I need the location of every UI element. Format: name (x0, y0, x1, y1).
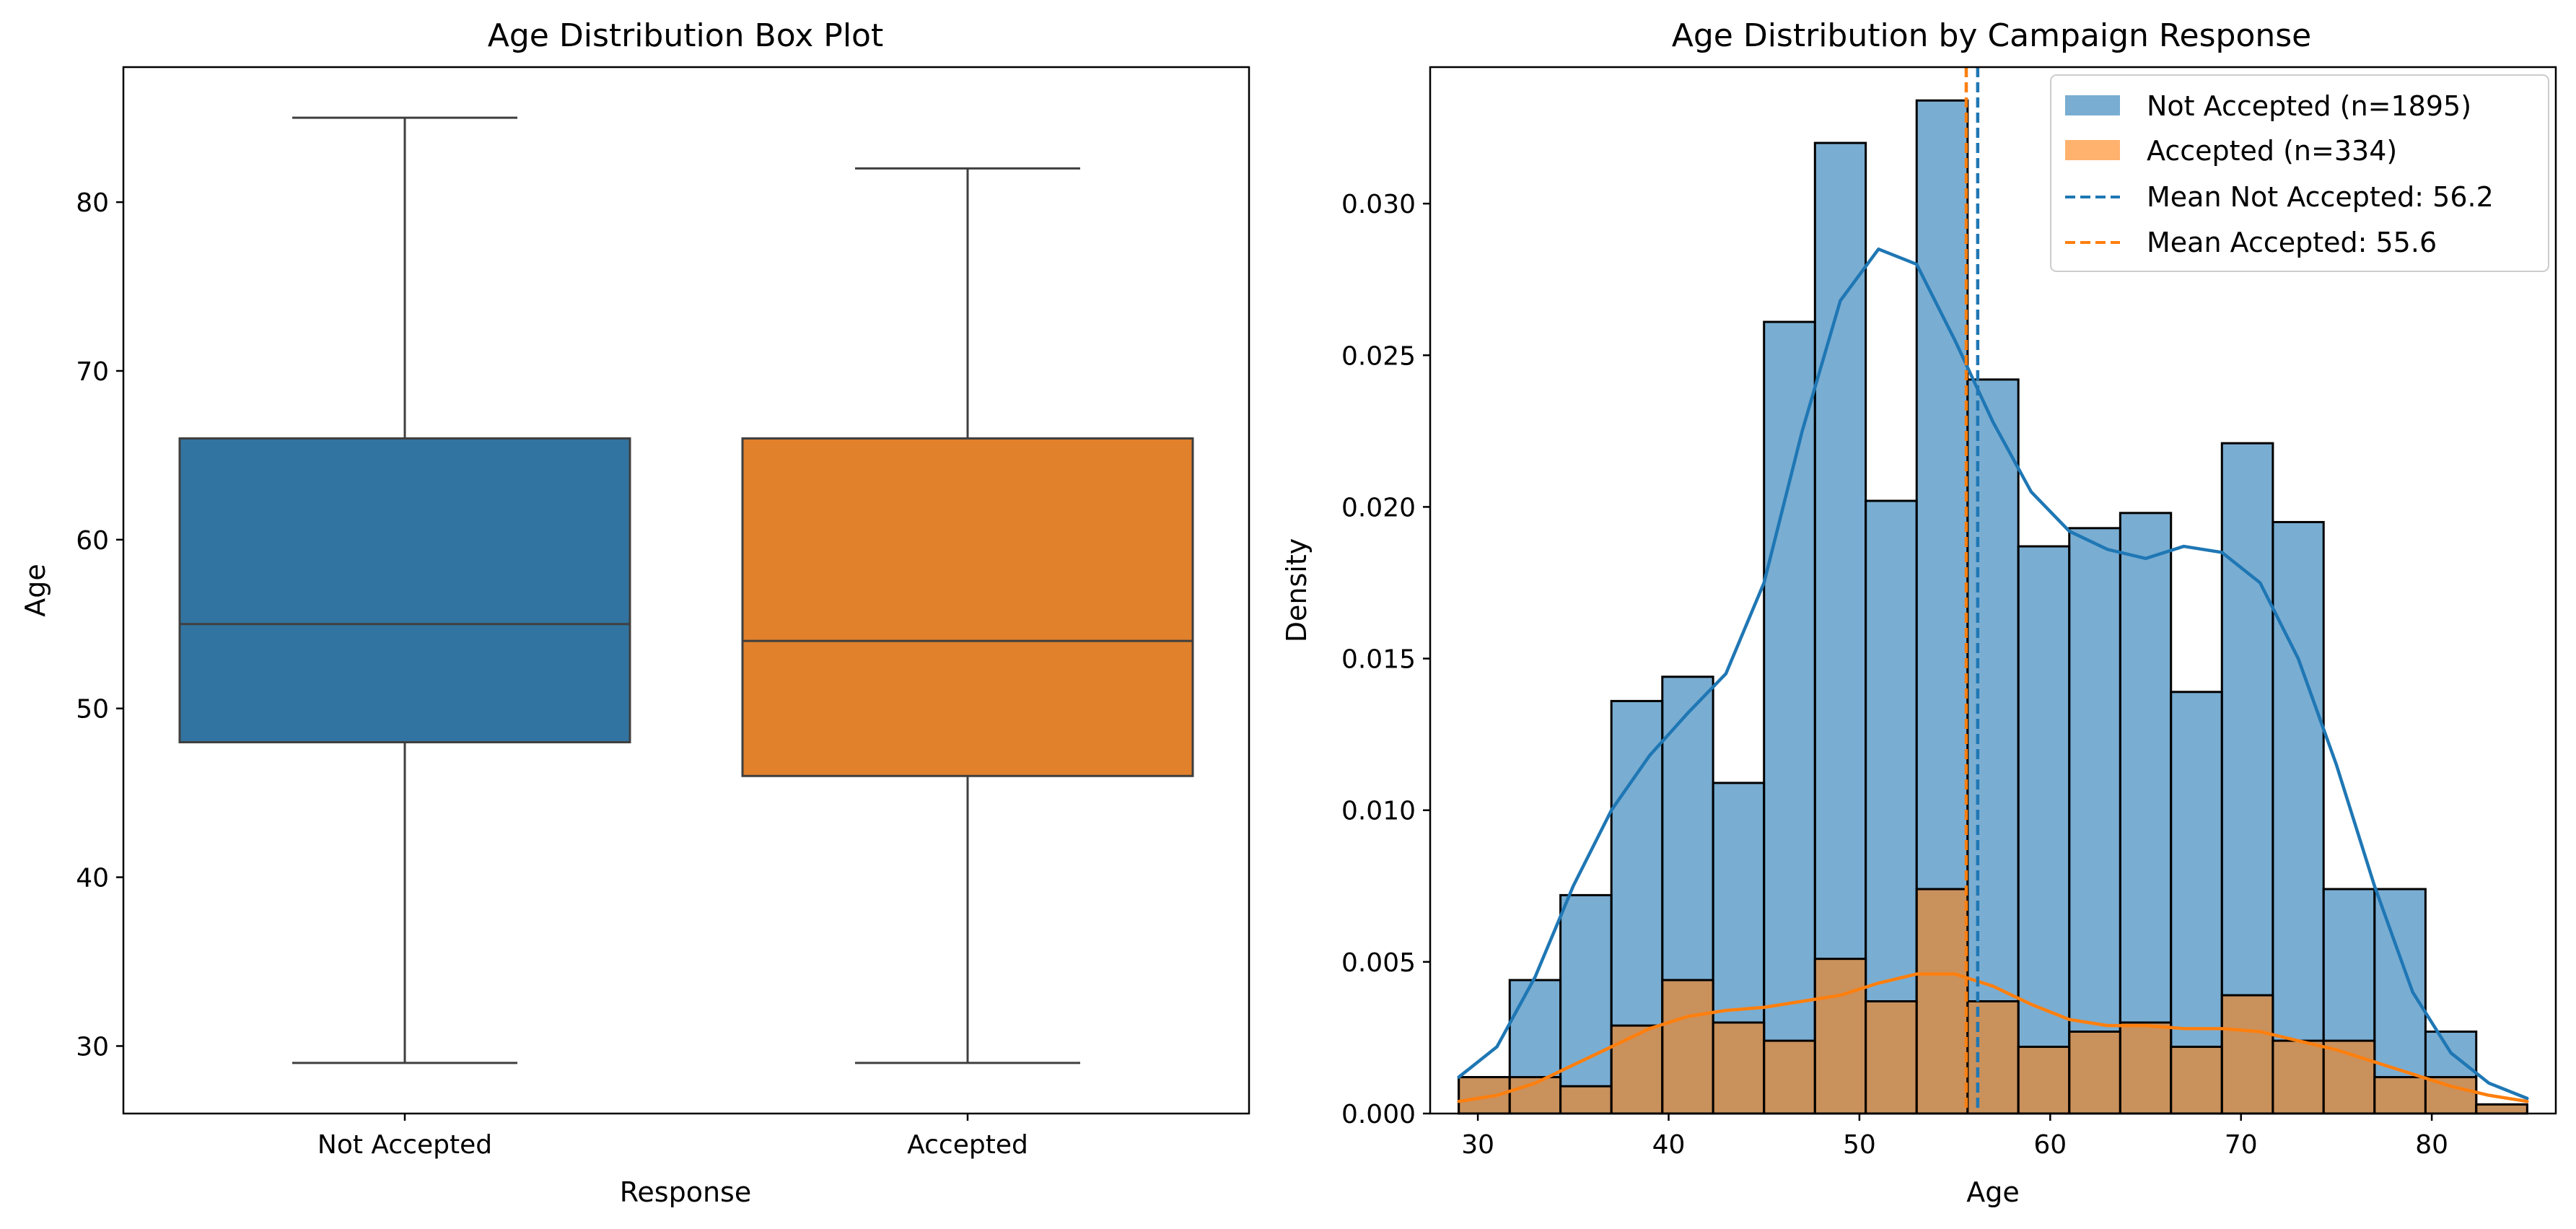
hist-bar-series-0 (2068, 527, 2121, 1115)
hist-bar-series-1 (2322, 1039, 2376, 1115)
hist-bar-series-1 (2220, 994, 2274, 1115)
box-plot-x-axis-label: Response (620, 1176, 752, 1208)
legend-swatch-not-accepted (2065, 95, 2120, 115)
hist-bar-series-1 (2373, 1076, 2427, 1115)
histogram-frame (1429, 66, 2557, 1115)
x-tick-label: Not Accepted (317, 1130, 492, 1160)
hist-bar-series-0 (1559, 893, 1613, 1115)
legend: Not Accepted (n=1895) Accepted (n=334) M… (2050, 74, 2549, 272)
histogram-title: Age Distribution by Campaign Response (1672, 17, 2312, 54)
y-tick-label: 70 (76, 357, 109, 387)
hist-bar-series-0 (2119, 512, 2173, 1115)
x-tick-label: 40 (1652, 1130, 1686, 1160)
y-tick-label: 40 (76, 864, 109, 893)
x-tick-label: 80 (2415, 1130, 2448, 1160)
y-tick-label: 0.020 (1341, 493, 1416, 522)
legend-label-not-accepted: Not Accepted (n=1895) (2147, 90, 2471, 122)
box-1 (741, 437, 1194, 777)
hist-bar-series-1 (1966, 1000, 2020, 1115)
box-0 (178, 437, 631, 743)
legend-label-mean-accepted: Mean Accepted: 55.6 (2147, 227, 2437, 258)
hist-bar-series-1 (2424, 1076, 2478, 1115)
hist-bar-series-1 (2068, 1031, 2121, 1115)
histogram-y-axis-label: Density (1281, 538, 1313, 642)
legend-label-accepted: Accepted (n=334) (2147, 135, 2397, 167)
hist-bar-series-1 (1813, 958, 1867, 1115)
y-tick-label: 0.025 (1341, 341, 1416, 371)
hist-bar-series-1 (2475, 1103, 2528, 1115)
x-tick-label: 30 (1461, 1130, 1494, 1160)
y-tick-label: 80 (76, 188, 109, 218)
box-plot-frame (122, 66, 1250, 1115)
hist-bar-series-1 (2271, 1039, 2325, 1115)
hist-bar-series-1 (2119, 1021, 2173, 1115)
kde-line-series-1 (1457, 972, 2529, 1103)
hist-bar-series-1 (1763, 1039, 1816, 1115)
histogram-x-axis-label: Age (1966, 1176, 2020, 1208)
hist-bar-series-1 (1508, 1076, 1562, 1115)
hist-bar-series-0 (2017, 545, 2071, 1115)
x-tick-label: 50 (1843, 1130, 1876, 1160)
kde-line-series-0 (1457, 247, 2529, 1101)
hist-bar-series-0 (2271, 520, 2325, 1115)
y-tick-label: 50 (76, 695, 109, 725)
box-plot-y-axis-label: Age (19, 564, 51, 617)
y-tick-label: 0.000 (1341, 1100, 1416, 1129)
hist-bar-series-1 (2017, 1046, 2071, 1115)
x-tick-label: Accepted (907, 1130, 1028, 1160)
y-tick-label: 0.010 (1341, 797, 1416, 826)
hist-bar-series-0 (1763, 320, 1816, 1115)
hist-bar-series-1 (1865, 1000, 1918, 1115)
y-tick-label: 0.015 (1341, 645, 1416, 675)
hist-bar-series-1 (1559, 1085, 1613, 1115)
x-tick-label: 60 (2033, 1130, 2067, 1160)
x-tick-label: 70 (2225, 1130, 2258, 1160)
legend-box (2050, 74, 2549, 272)
hist-bar-series-1 (1712, 1021, 1766, 1115)
y-tick-label: 0.030 (1341, 190, 1416, 219)
hist-bar-series-0 (2170, 691, 2223, 1115)
hist-bar-series-1 (1915, 888, 1969, 1115)
box-plot-panel: Age Distribution Box Plot Not Accepted Ac… (19, 17, 1250, 1208)
y-tick-label: 60 (76, 526, 109, 556)
y-tick-label: 0.005 (1341, 948, 1416, 978)
histogram-panel: Age Distribution by Campaign Response 30… (1281, 17, 2557, 1208)
hist-bar-series-1 (2170, 1046, 2223, 1115)
y-tick-label: 30 (76, 1032, 109, 1062)
box-plot-title: Age Distribution Box Plot (488, 17, 883, 54)
hist-bar-series-1 (1661, 979, 1714, 1115)
legend-swatch-accepted (2065, 140, 2120, 160)
hist-bar-series-1 (1610, 1024, 1664, 1115)
legend-label-mean-not-accepted: Mean Not Accepted: 56.2 (2147, 181, 2494, 213)
